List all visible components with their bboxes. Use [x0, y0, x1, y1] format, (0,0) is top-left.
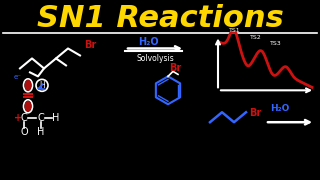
- Text: C: C: [20, 113, 28, 123]
- Text: O: O: [20, 127, 28, 137]
- Text: TS1: TS1: [229, 28, 241, 33]
- Text: H: H: [37, 127, 45, 137]
- Text: e⁻: e⁻: [14, 74, 22, 80]
- Text: C: C: [38, 113, 44, 123]
- Text: H: H: [39, 81, 45, 90]
- Text: Br: Br: [169, 63, 181, 73]
- Text: Br: Br: [84, 40, 96, 50]
- Ellipse shape: [25, 101, 31, 112]
- Text: SN1 Reactions: SN1 Reactions: [36, 4, 284, 33]
- Text: Solvolysis: Solvolysis: [136, 54, 174, 63]
- Text: +: +: [14, 113, 22, 123]
- Ellipse shape: [25, 80, 31, 91]
- Text: TS3: TS3: [270, 41, 282, 46]
- Text: H₂O: H₂O: [138, 37, 158, 48]
- Text: H₂O: H₂O: [270, 104, 290, 113]
- Text: TS2: TS2: [250, 35, 262, 39]
- Text: Br: Br: [249, 108, 261, 118]
- Text: H: H: [52, 113, 60, 123]
